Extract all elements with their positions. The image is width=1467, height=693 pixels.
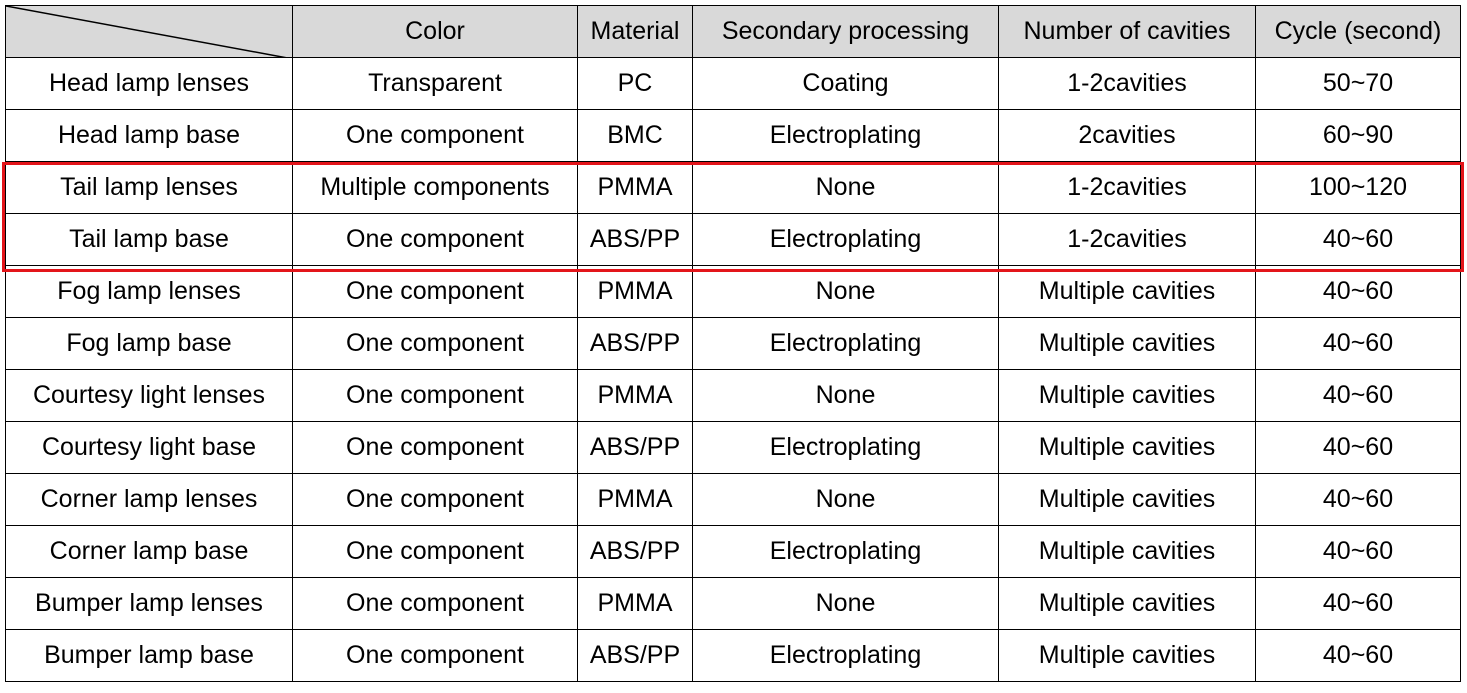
table-row: Tail lamp lenses Multiple components PMMA N…: [5, 161, 1461, 214]
table-cell: Multiple cavities: [998, 629, 1256, 682]
row-label: Corner lamp lenses: [5, 473, 293, 526]
table-cell: PC: [577, 57, 693, 110]
table-cell: 40~60: [1255, 577, 1461, 630]
table-cell: Multiple cavities: [998, 421, 1256, 474]
table-cell: One component: [292, 109, 578, 162]
table-row: Tail lamp base One component ABS/PP Electro…: [5, 213, 1461, 266]
table-header: Color Material Secondary processing Number …: [5, 5, 1461, 58]
column-header: Material: [577, 5, 693, 58]
column-header: Cycle (second): [1255, 5, 1461, 58]
table-cell: None: [692, 369, 999, 422]
table-cell: 60~90: [1255, 109, 1461, 162]
row-label: Head lamp lenses: [5, 57, 293, 110]
table-cell: Electroplating: [692, 421, 999, 474]
table-cell: PMMA: [577, 265, 693, 318]
table-row: Bumper lamp base One component ABS/PP Elect…: [5, 629, 1461, 682]
table-cell: One component: [292, 473, 578, 526]
table-cell: None: [692, 473, 999, 526]
table-cell: One component: [292, 213, 578, 266]
table-cell: One component: [292, 317, 578, 370]
table-cell: One component: [292, 525, 578, 578]
table-cell: PMMA: [577, 369, 693, 422]
table-cell: 1-2cavities: [998, 57, 1256, 110]
table-cell: 1-2cavities: [998, 213, 1256, 266]
row-label: Courtesy light base: [5, 421, 293, 474]
table-row: Bumper lamp lenses One component PMMA None M…: [5, 577, 1461, 630]
row-label: Bumper lamp base: [5, 629, 293, 682]
table-cell: ABS/PP: [577, 525, 693, 578]
table-cell: Coating: [692, 57, 999, 110]
column-header: Number of cavities: [998, 5, 1256, 58]
row-label: Bumper lamp lenses: [5, 577, 293, 630]
table-cell: Electroplating: [692, 629, 999, 682]
table-cell: One component: [292, 265, 578, 318]
table-cell: ABS/PP: [577, 629, 693, 682]
table-row: Head lamp lenses Transparent PC Coating 1-2c…: [5, 57, 1461, 110]
table-cell: 40~60: [1255, 265, 1461, 318]
lamp-table: Color Material Secondary processing Number …: [5, 5, 1461, 682]
table-body: Head lamp lenses Transparent PC Coating 1-2c…: [5, 57, 1461, 682]
row-label: Tail lamp lenses: [5, 161, 293, 214]
table-cell: Transparent: [292, 57, 578, 110]
table-cell: PMMA: [577, 161, 693, 214]
table-cell: Multiple cavities: [998, 473, 1256, 526]
row-label: Tail lamp base: [5, 213, 293, 266]
table-cell: Electroplating: [692, 317, 999, 370]
table-row: Head lamp base One component BMC Electropla…: [5, 109, 1461, 162]
column-header: Secondary processing: [692, 5, 999, 58]
table-cell: 50~70: [1255, 57, 1461, 110]
table-cell: 1-2cavities: [998, 161, 1256, 214]
table-cell: PMMA: [577, 577, 693, 630]
row-label: Fog lamp lenses: [5, 265, 293, 318]
row-label: Fog lamp base: [5, 317, 293, 370]
table-row: Courtesy light lenses One component PMMA No…: [5, 369, 1461, 422]
table-cell: One component: [292, 421, 578, 474]
table-cell: None: [692, 265, 999, 318]
table-cell: 100~120: [1255, 161, 1461, 214]
table-cell: 40~60: [1255, 369, 1461, 422]
table-cell: Multiple cavities: [998, 317, 1256, 370]
table-cell: 40~60: [1255, 525, 1461, 578]
table-cell: BMC: [577, 109, 693, 162]
table-cell: Multiple components: [292, 161, 578, 214]
corner-cell: [5, 5, 293, 58]
row-label: Corner lamp base: [5, 525, 293, 578]
table-row: Corner lamp base One component ABS/PP Elect…: [5, 525, 1461, 578]
table-row: Courtesy light base One component ABS/PP El…: [5, 421, 1461, 474]
column-header: Color: [292, 5, 578, 58]
table-cell: 2cavities: [998, 109, 1256, 162]
table-cell: Multiple cavities: [998, 577, 1256, 630]
diagonal: [6, 6, 284, 57]
table-cell: 40~60: [1255, 421, 1461, 474]
row-label: Courtesy light lenses: [5, 369, 293, 422]
table-row: Fog lamp lenses One component PMMA None Mult…: [5, 265, 1461, 318]
header-row: Color Material Secondary processing Number …: [5, 5, 1461, 58]
table-cell: ABS/PP: [577, 317, 693, 370]
table-cell: Multiple cavities: [998, 369, 1256, 422]
table-cell: Electroplating: [692, 525, 999, 578]
table-cell: Multiple cavities: [998, 265, 1256, 318]
table-cell: One component: [292, 629, 578, 682]
table-cell: ABS/PP: [577, 421, 693, 474]
table-cell: 40~60: [1255, 473, 1461, 526]
table-cell: Electroplating: [692, 213, 999, 266]
table-cell: 40~60: [1255, 629, 1461, 682]
table-cell: PMMA: [577, 473, 693, 526]
table-cell: 40~60: [1255, 213, 1461, 266]
table-cell: Multiple cavities: [998, 525, 1256, 578]
table-row: Corner lamp lenses One component PMMA None M…: [5, 473, 1461, 526]
row-label: Head lamp base: [5, 109, 293, 162]
table-cell: None: [692, 161, 999, 214]
table-cell: 40~60: [1255, 317, 1461, 370]
table-cell: One component: [292, 369, 578, 422]
table-cell: ABS/PP: [577, 213, 693, 266]
table-cell: One component: [292, 577, 578, 630]
table-cell: None: [692, 577, 999, 630]
table-cell: Electroplating: [692, 109, 999, 162]
table-row: Fog lamp base One component ABS/PP Electrop…: [5, 317, 1461, 370]
